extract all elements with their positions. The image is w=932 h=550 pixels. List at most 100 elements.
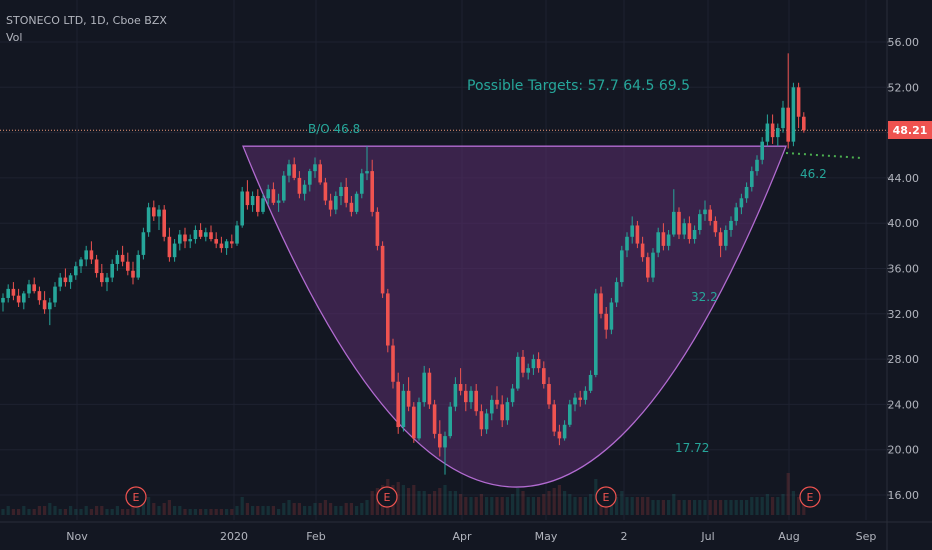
volume-bar [355, 506, 359, 515]
time-tick-label: Feb [306, 530, 325, 543]
volume-bar [84, 506, 88, 515]
time-tick-label: Sep [856, 530, 877, 543]
price-tick-label: 44.00 [888, 172, 920, 185]
candle-body [458, 384, 463, 391]
candle-body [84, 250, 88, 260]
volume-bars [1, 473, 806, 515]
volume-bar [469, 497, 473, 515]
price-tick-label: 32.00 [888, 308, 920, 321]
volume-bar [755, 497, 759, 515]
volume-bar [11, 509, 15, 515]
volume-bar [427, 494, 431, 515]
volume-bar [474, 497, 478, 515]
volume-bar [589, 494, 593, 515]
volume-bar [407, 488, 411, 515]
breakout-annotation: B/O 46.8 [308, 122, 360, 136]
volume-bar [459, 494, 463, 515]
candle-body [120, 254, 125, 262]
volume-bar [568, 494, 572, 515]
candle-body [32, 284, 36, 292]
time-axis[interactable]: Nov 2020 Feb Apr May 2 Jul Aug Sep [0, 521, 932, 543]
annotations: Possible Targets: 57.7 64.5 69.5 B/O 46.… [308, 78, 827, 455]
candle-body [375, 211, 380, 246]
candle-body [469, 390, 473, 403]
volume-bar [282, 503, 286, 515]
candle-body [531, 359, 536, 369]
candle-body [146, 207, 151, 233]
candle-body [724, 229, 728, 246]
volume-bar [115, 506, 119, 515]
volume-bar [1, 509, 5, 515]
candle-body [141, 232, 146, 255]
candle-body [417, 402, 421, 439]
support-dotted-line [785, 151, 863, 159]
candle-body [620, 250, 624, 283]
volume-bar [641, 497, 645, 515]
candle-body [282, 175, 286, 201]
candle-body [276, 200, 281, 203]
candle-body [323, 182, 328, 201]
candle-body [105, 277, 109, 283]
candle-body [6, 288, 10, 298]
price-tick-label: 20.00 [888, 444, 920, 457]
volume-bar [500, 497, 504, 515]
volume-bar [479, 494, 483, 515]
candle-body [578, 397, 582, 400]
candle-body [713, 220, 718, 233]
candle-body [328, 200, 333, 210]
volume-bar [323, 500, 327, 515]
volume-bar [204, 509, 208, 515]
volume-bar [167, 500, 171, 515]
candle-body [640, 243, 645, 258]
candle-body [157, 209, 161, 217]
candle-body [490, 399, 494, 414]
volume-bar [630, 497, 634, 515]
candle-body [53, 286, 57, 303]
volume-bar [537, 497, 541, 515]
candle-body [27, 284, 31, 294]
volume-bar [495, 497, 499, 515]
candle-body [110, 263, 114, 278]
price-tick-label: 36.00 [888, 263, 920, 276]
volume-bar [27, 509, 31, 515]
candle-body [760, 141, 764, 160]
candle-body [516, 356, 520, 389]
candle-body [380, 245, 385, 294]
candle-body [588, 374, 593, 391]
candle-body [48, 302, 52, 310]
volume-bar [193, 509, 197, 515]
candle-body [204, 232, 208, 237]
candle-body [131, 270, 135, 278]
volume-bar [173, 506, 177, 515]
candle-body [162, 209, 166, 237]
volume-bar [214, 509, 218, 515]
volume-bar [110, 509, 114, 515]
price-axis[interactable]: 16.00 20.00 24.00 28.00 32.00 36.00 40.00 44.00… [886, 0, 920, 550]
volume-bar [625, 497, 629, 515]
targets-annotation: Possible Targets: 57.7 64.5 69.5 [467, 78, 690, 94]
volume-bar [365, 500, 369, 515]
candle-body [781, 107, 785, 129]
candle-body [708, 209, 712, 221]
volume-bar [667, 500, 671, 515]
candle-body [245, 191, 250, 206]
volume-bar [292, 503, 296, 515]
candle-body [224, 241, 229, 249]
candle-body [344, 186, 348, 203]
volume-bar [266, 506, 270, 515]
volume-bar [162, 503, 166, 515]
candle-body [1, 297, 5, 303]
volume-bar [646, 497, 650, 515]
volume-indicator-label[interactable]: Vol [6, 31, 23, 44]
volume-bar [687, 500, 691, 515]
candle-body [729, 220, 733, 230]
volume-bar [251, 506, 255, 515]
volume-bar [131, 506, 135, 515]
candle-body [42, 300, 47, 310]
volume-bar [802, 500, 806, 515]
candle-body [235, 225, 239, 244]
candle-body [609, 302, 614, 330]
candle-body [718, 232, 723, 246]
volume-bar [490, 497, 494, 515]
